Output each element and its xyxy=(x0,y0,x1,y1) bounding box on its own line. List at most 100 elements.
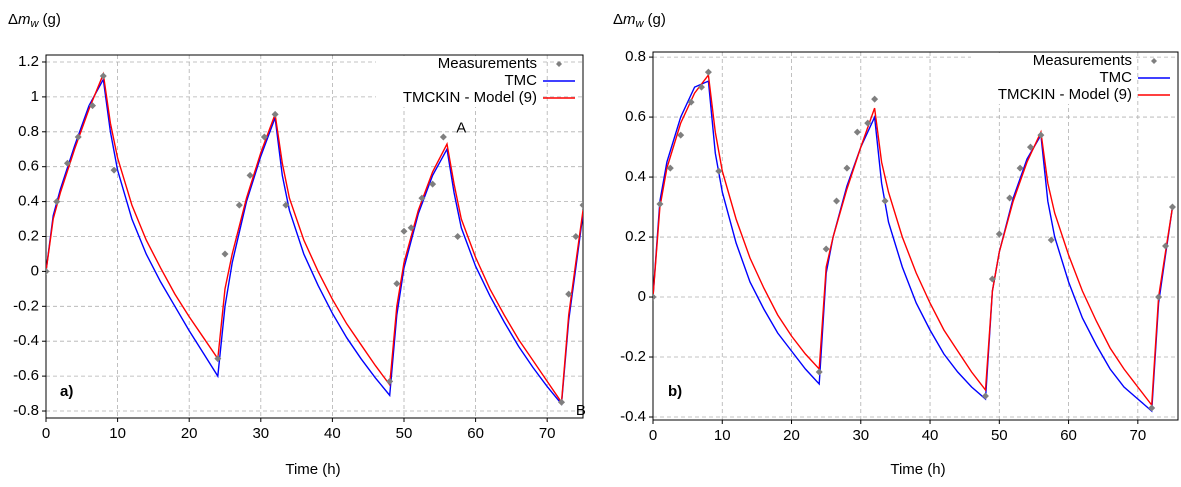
measurement-point xyxy=(400,227,408,235)
measurement-point xyxy=(995,230,1003,238)
x-tick-label: 0 xyxy=(42,425,50,442)
series-line xyxy=(653,80,1174,413)
measurement-point xyxy=(981,392,989,400)
legend-bg xyxy=(376,56,541,73)
measurement-point xyxy=(1168,203,1176,211)
y-axis-label-part: m xyxy=(623,11,636,28)
measurement-point xyxy=(99,72,107,80)
y-tick-label: 0.6 xyxy=(18,158,39,175)
x-axis-label: Time (h) xyxy=(285,461,340,478)
measurement-point xyxy=(407,224,415,232)
y-axis-label: Δmw (g) xyxy=(8,11,61,30)
series-line xyxy=(46,71,583,405)
measurement-point xyxy=(572,233,580,240)
measurement-point xyxy=(214,355,222,363)
measurement-point xyxy=(881,197,889,205)
measurement-point xyxy=(1006,194,1014,202)
measurement-point xyxy=(63,159,71,167)
y-tick-label: 0.2 xyxy=(625,228,646,245)
measurement-point xyxy=(864,119,872,127)
x-tick-label: 10 xyxy=(109,425,126,442)
measurement-point xyxy=(221,250,229,258)
annotation: A xyxy=(456,119,466,136)
measurement-point xyxy=(656,200,664,208)
measurement-point xyxy=(418,194,426,202)
measurement-point xyxy=(565,290,573,298)
measurement-point xyxy=(1037,131,1045,139)
measurement-point xyxy=(822,245,830,253)
measurement-point xyxy=(439,133,447,141)
y-axis-label-part: Δ xyxy=(8,11,18,28)
legend-label: TMC xyxy=(505,72,538,89)
y-tick-label: -0.8 xyxy=(13,402,39,419)
plot-frame xyxy=(45,54,584,419)
measurement-point xyxy=(110,166,118,174)
y-tick-label: -0.4 xyxy=(620,408,646,425)
measurement-point xyxy=(687,98,695,106)
legend-bg xyxy=(971,70,1136,87)
measurement-point xyxy=(454,233,462,240)
x-tick-label: 60 xyxy=(467,425,484,442)
measurement-point xyxy=(988,275,996,283)
y-tick-label: 0.8 xyxy=(625,48,646,65)
panel-label: b) xyxy=(668,383,682,400)
measurement-point xyxy=(677,131,685,139)
y-tick-label: 1.2 xyxy=(18,53,39,70)
measurement-point xyxy=(815,368,823,376)
y-tick-label: -0.2 xyxy=(620,348,646,365)
x-tick-label: 20 xyxy=(783,427,800,444)
legend-label: TMC xyxy=(1100,69,1133,86)
legend-label: TMCKIN - Model (9) xyxy=(403,89,537,106)
measurement-point xyxy=(260,133,268,141)
measurement-point xyxy=(666,164,674,172)
x-tick-label: 70 xyxy=(1129,427,1146,444)
x-tick-label: 50 xyxy=(991,427,1008,444)
y-axis-label-part: w xyxy=(636,18,645,30)
annotation: B xyxy=(576,402,586,419)
legend-bg xyxy=(971,53,1136,70)
series-line xyxy=(653,73,1174,407)
legend-label: Measurements xyxy=(1033,52,1132,69)
plot-frame xyxy=(652,51,1179,421)
measurement-point xyxy=(833,197,841,205)
legend-marker xyxy=(1151,58,1157,64)
x-tick-label: 30 xyxy=(852,427,869,444)
y-tick-label: -0.4 xyxy=(13,332,39,349)
y-tick-label: 0.8 xyxy=(18,123,39,140)
y-tick-label: -0.6 xyxy=(13,367,39,384)
x-tick-label: 0 xyxy=(649,427,657,444)
panel-label: a) xyxy=(60,383,73,400)
y-axis-label-part: m xyxy=(18,11,31,28)
measurement-point xyxy=(1026,143,1034,151)
x-tick-label: 10 xyxy=(714,427,731,444)
measurement-point xyxy=(386,377,394,385)
legend-bg xyxy=(971,87,1136,104)
measurement-point xyxy=(579,201,583,209)
measurement-point xyxy=(1016,164,1024,172)
measurement-point xyxy=(46,267,50,275)
measurement-point xyxy=(1162,242,1170,250)
y-tick-label: 0.4 xyxy=(18,193,39,210)
measurement-point xyxy=(271,110,279,118)
x-tick-label: 50 xyxy=(396,425,413,442)
measurement-point xyxy=(704,68,712,76)
measurement-point xyxy=(653,293,657,301)
measurement-point xyxy=(235,201,243,209)
measurement-point xyxy=(246,171,254,179)
measurement-point xyxy=(429,180,437,188)
x-tick-label: 40 xyxy=(922,427,939,444)
y-tick-label: 0 xyxy=(638,288,646,305)
x-tick-label: 70 xyxy=(539,425,556,442)
y-tick-label: 0 xyxy=(31,262,39,279)
measurement-point xyxy=(715,167,723,175)
y-axis-label-part: w xyxy=(31,18,40,30)
y-tick-label: 0.2 xyxy=(18,227,39,244)
y-axis-label-part: (g) xyxy=(647,11,665,28)
measurement-point xyxy=(74,133,82,141)
measurement-point xyxy=(871,95,879,103)
legend-bg xyxy=(376,90,541,107)
measurement-point xyxy=(393,280,401,288)
legend-bg xyxy=(376,73,541,90)
